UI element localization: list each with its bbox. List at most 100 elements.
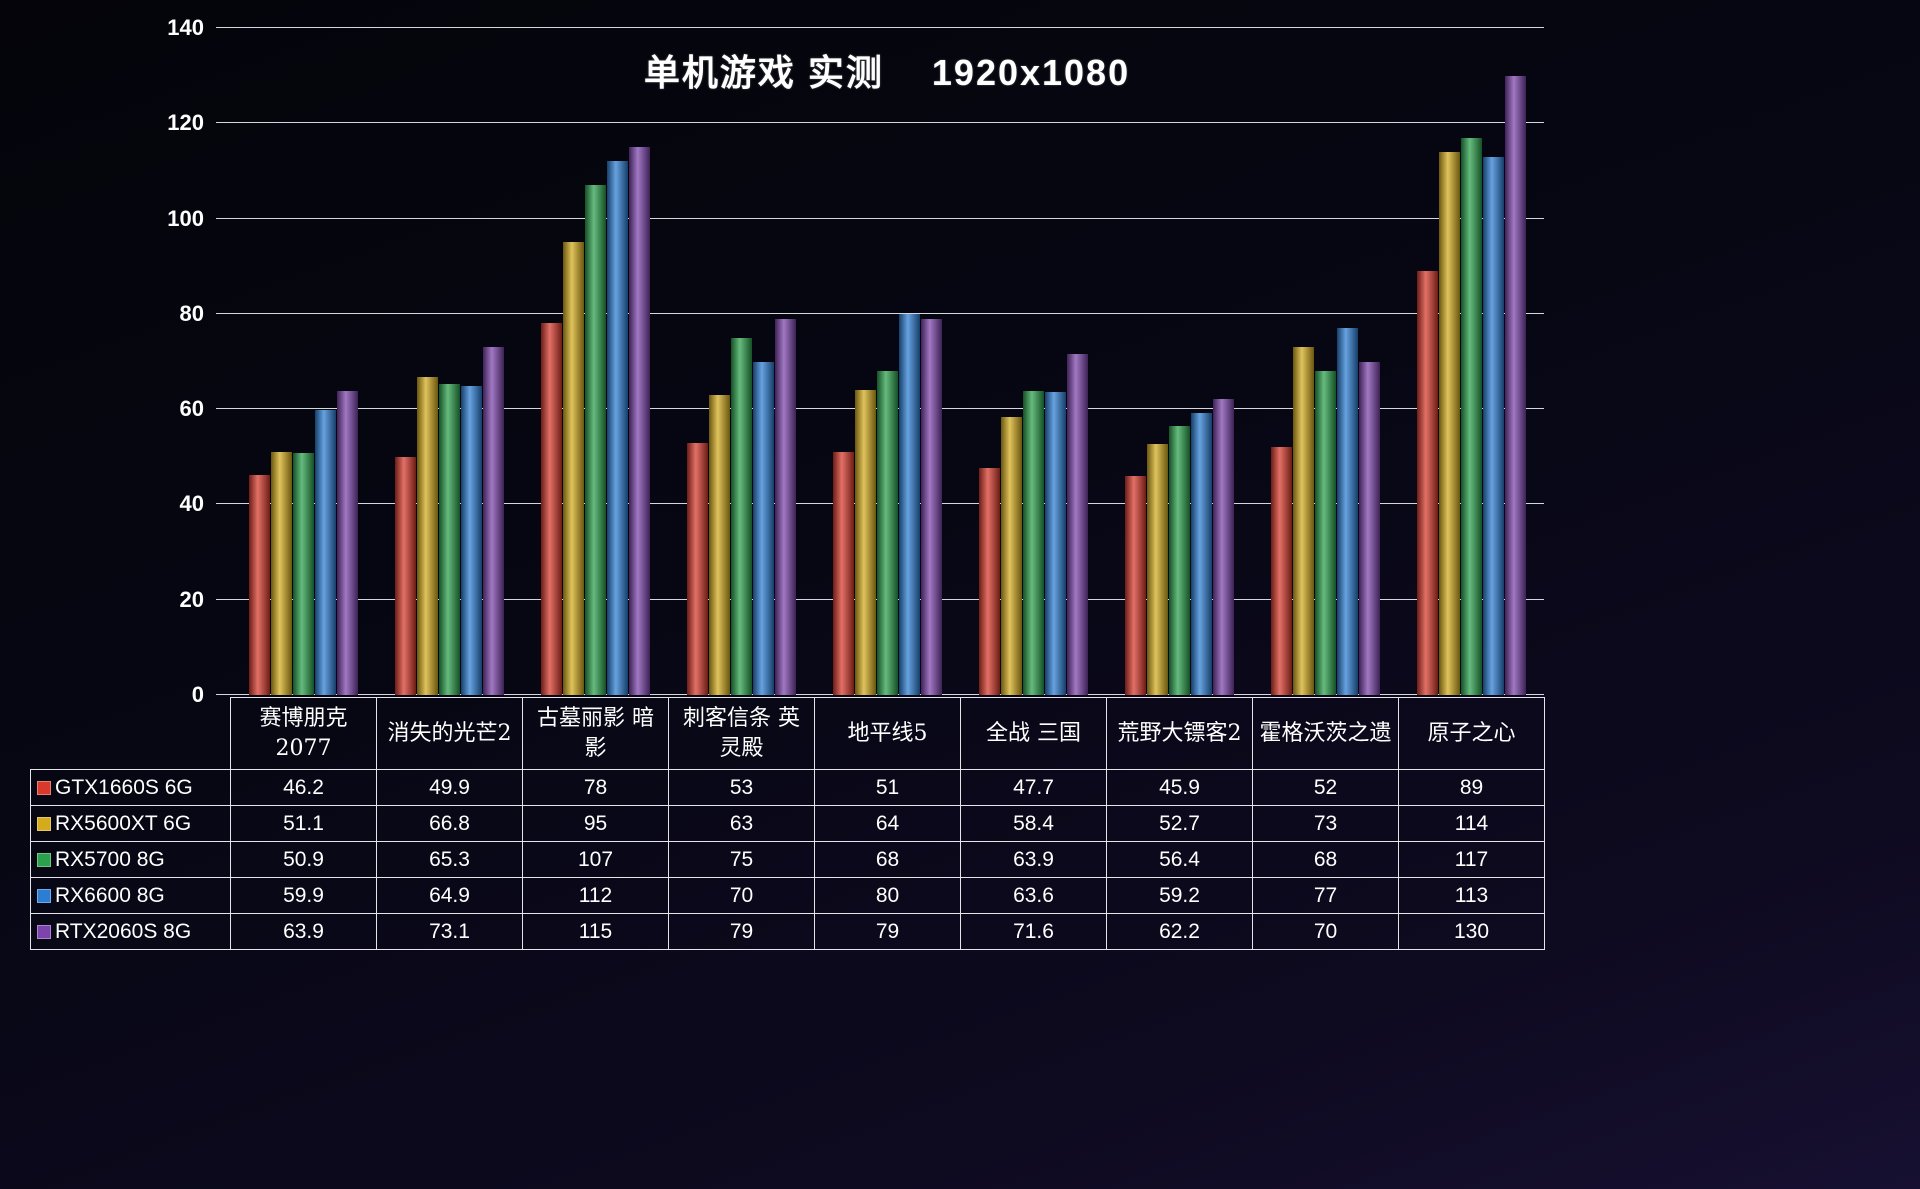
table-cell-r2-c3: 95 <box>522 805 669 842</box>
bar-series3-cat7 <box>1168 426 1190 695</box>
table-col-header-9: 原子之心 <box>1398 697 1545 770</box>
bar-group-5 <box>814 28 960 695</box>
table-cell-r3-c6: 63.9 <box>960 841 1107 878</box>
bar-series4-cat6 <box>1044 392 1066 695</box>
table-col-header-2: 消失的光芒2 <box>376 697 523 770</box>
bar-series1-cat2 <box>394 457 416 695</box>
y-tick-label-80: 80 <box>179 300 204 326</box>
table-cell-r1-c5: 51 <box>814 769 961 806</box>
bar-group-9 <box>1398 28 1544 695</box>
bar-series5-cat9 <box>1504 75 1526 695</box>
bar-group-6 <box>960 28 1106 695</box>
bar-series1-cat1 <box>248 474 270 695</box>
bar-series3-cat1 <box>292 452 314 695</box>
bar-series2-cat1 <box>270 451 292 695</box>
bar-series5-cat8 <box>1358 361 1380 695</box>
bar-series2-cat7 <box>1146 443 1168 695</box>
table-cell-r4-c5: 80 <box>814 877 961 914</box>
table-cell-r1-c4: 53 <box>668 769 815 806</box>
table-cell-r3-c8: 68 <box>1252 841 1399 878</box>
bar-group-8 <box>1252 28 1398 695</box>
bar-series2-cat3 <box>562 242 584 695</box>
bar-series5-cat5 <box>920 318 942 695</box>
table-body: GTX1660S 6G 46.2 49.9 78 53 51 47.7 45.9 52 89 RX5… <box>30 769 1545 950</box>
table-cell-r5-c7: 62.2 <box>1106 913 1253 950</box>
table-header-row: 赛博朋克2077 消失的光芒2 古墓丽影 暗影 刺客信条 英灵殿 地平线5 全战 三国 荒野… <box>31 697 1545 770</box>
bar-series4-cat7 <box>1190 412 1212 695</box>
table-cell-r4-c4: 70 <box>668 877 815 914</box>
table-cell-r2-c4: 63 <box>668 805 815 842</box>
table-cell-r2-c2: 66.8 <box>376 805 523 842</box>
bar-group-2 <box>376 28 522 695</box>
table-col-header-1: 赛博朋克2077 <box>230 697 377 770</box>
table-cell-r1-c3: 78 <box>522 769 669 806</box>
bar-series3-cat3 <box>584 185 606 695</box>
y-tick-label-100: 100 <box>167 205 204 231</box>
series-name: RTX2060S 8G <box>55 919 192 943</box>
bar-series5-cat6 <box>1066 353 1088 695</box>
bar-series2-cat8 <box>1292 347 1314 695</box>
bar-series2-cat9 <box>1438 151 1460 695</box>
table-row-3: RX5700 8G 50.9 65.3 107 75 68 63.9 56.4 68 117 <box>30 841 1545 878</box>
table-cell-r1-c8: 52 <box>1252 769 1399 806</box>
gridline-120 <box>216 122 1544 124</box>
table-cell-r2-c8: 73 <box>1252 805 1399 842</box>
gridline-80 <box>216 312 1544 314</box>
table-row-2: RX5600XT 6G 51.1 66.8 95 63 64 58.4 52.7 73 114 <box>30 805 1545 842</box>
table-row-header-3: RX5700 8G <box>30 841 231 878</box>
bar-series1-cat4 <box>686 442 708 695</box>
bar-series5-cat3 <box>628 147 650 695</box>
table-cell-r5-c5: 79 <box>814 913 961 950</box>
bar-series4-cat8 <box>1336 328 1358 695</box>
series-name: GTX1660S 6G <box>55 775 193 799</box>
table-cell-r4-c9: 113 <box>1398 877 1545 914</box>
table-cell-r5-c6: 71.6 <box>960 913 1107 950</box>
bar-group-7 <box>1106 28 1252 695</box>
table-corner-cell <box>31 698 231 770</box>
table-cell-r2-c7: 52.7 <box>1106 805 1253 842</box>
table-cell-r5-c3: 115 <box>522 913 669 950</box>
bar-series4-cat9 <box>1482 156 1504 695</box>
bar-series5-cat2 <box>482 346 504 695</box>
y-tick-label-20: 20 <box>179 586 204 612</box>
bar-series3-cat6 <box>1022 390 1044 695</box>
bar-series2-cat4 <box>708 394 730 695</box>
bar-series5-cat4 <box>774 318 796 695</box>
table-row-header-4: RX6600 8G <box>30 877 231 914</box>
legend-swatch <box>37 888 51 903</box>
legend-swatch <box>37 924 51 939</box>
table-cell-r2-c1: 51.1 <box>230 805 377 842</box>
table-cell-r5-c8: 70 <box>1252 913 1399 950</box>
table-cell-r3-c5: 68 <box>814 841 961 878</box>
table-cell-r4-c8: 77 <box>1252 877 1399 914</box>
legend-swatch <box>37 780 51 795</box>
bar-series5-cat1 <box>336 390 358 695</box>
table-cell-r3-c2: 65.3 <box>376 841 523 878</box>
table-cell-r3-c7: 56.4 <box>1106 841 1253 878</box>
bar-series1-cat7 <box>1124 476 1146 695</box>
table-col-header-4: 刺客信条 英灵殿 <box>668 697 815 770</box>
table-row-5: RTX2060S 8G 63.9 73.1 115 79 79 71.6 62.2 70 130 <box>30 913 1545 950</box>
bar-series4-cat3 <box>606 161 628 695</box>
table-cell-r5-c9: 130 <box>1398 913 1545 950</box>
table-cell-r4-c2: 64.9 <box>376 877 523 914</box>
bar-series3-cat2 <box>438 383 460 695</box>
bar-series2-cat5 <box>854 390 876 695</box>
table-row-header-1: GTX1660S 6G <box>30 769 231 806</box>
table-cell-r4-c6: 63.6 <box>960 877 1107 914</box>
bar-series2-cat2 <box>416 376 438 695</box>
y-tick-label-40: 40 <box>179 491 204 517</box>
table-col-header-6: 全战 三国 <box>960 697 1107 770</box>
table-row-1: GTX1660S 6G 46.2 49.9 78 53 51 47.7 45.9 52 89 <box>30 769 1545 806</box>
bar-series4-cat1 <box>314 409 336 695</box>
bar-group-1 <box>230 28 376 695</box>
bar-series1-cat3 <box>540 323 562 695</box>
table-cell-r4-c1: 59.9 <box>230 877 377 914</box>
table-row-header-2: RX5600XT 6G <box>30 805 231 842</box>
bar-series3-cat4 <box>730 337 752 695</box>
table-cell-r1-c7: 45.9 <box>1106 769 1253 806</box>
table-col-header-5: 地平线5 <box>814 697 961 770</box>
table-cell-r4-c7: 59.2 <box>1106 877 1253 914</box>
chart-title: 单机游戏 实测 1920x1080 <box>643 52 1131 93</box>
